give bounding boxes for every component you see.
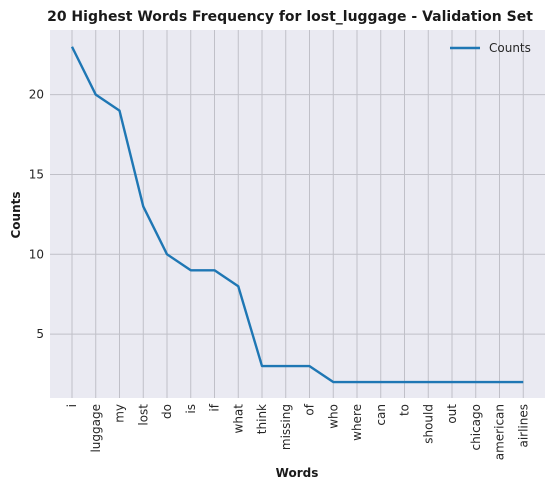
x-tick-label: to bbox=[398, 404, 412, 416]
x-tick-label: luggage bbox=[89, 404, 103, 453]
x-tick-label: what bbox=[231, 404, 245, 434]
x-tick-label: think bbox=[255, 404, 269, 434]
x-tick-label: is bbox=[184, 404, 198, 414]
x-tick-label: can bbox=[374, 404, 388, 426]
chart-title: 20 Highest Words Frequency for lost_lugg… bbox=[47, 9, 533, 25]
x-tick-label: missing bbox=[279, 404, 293, 450]
legend: Counts bbox=[450, 41, 531, 55]
x-tick-label: should bbox=[421, 404, 435, 444]
x-tick-label: american bbox=[493, 404, 507, 460]
x-tick-label: of bbox=[303, 403, 317, 415]
x-tick-label: i bbox=[65, 404, 79, 407]
x-tick-label: chicago bbox=[469, 404, 483, 450]
x-tick-label: who bbox=[326, 404, 340, 429]
x-tick-labels: i luggage my lost do is if what think missing of wh… bbox=[65, 403, 530, 460]
y-tick-label: 15 bbox=[29, 167, 44, 181]
x-tick-label: lost bbox=[136, 404, 150, 426]
x-axis-label: Words bbox=[276, 466, 319, 480]
x-tick-label: do bbox=[160, 404, 174, 419]
y-tick-label: 20 bbox=[29, 88, 44, 102]
x-tick-label: my bbox=[113, 404, 127, 423]
series-line-counts bbox=[70, 46, 524, 384]
y-axis-label: Counts bbox=[9, 191, 23, 238]
y-tick-label: 5 bbox=[36, 327, 44, 341]
y-tick-labels: 5 10 15 20 bbox=[29, 88, 44, 341]
x-tick-label: where bbox=[350, 404, 364, 441]
y-tick-label: 10 bbox=[29, 247, 44, 261]
x-tick-label: airlines bbox=[516, 404, 530, 448]
legend-label-counts: Counts bbox=[489, 41, 531, 55]
plot-area bbox=[50, 30, 545, 398]
grid-lines bbox=[50, 30, 545, 398]
x-tick-label: if bbox=[208, 403, 222, 411]
x-tick-label: out bbox=[445, 404, 459, 424]
